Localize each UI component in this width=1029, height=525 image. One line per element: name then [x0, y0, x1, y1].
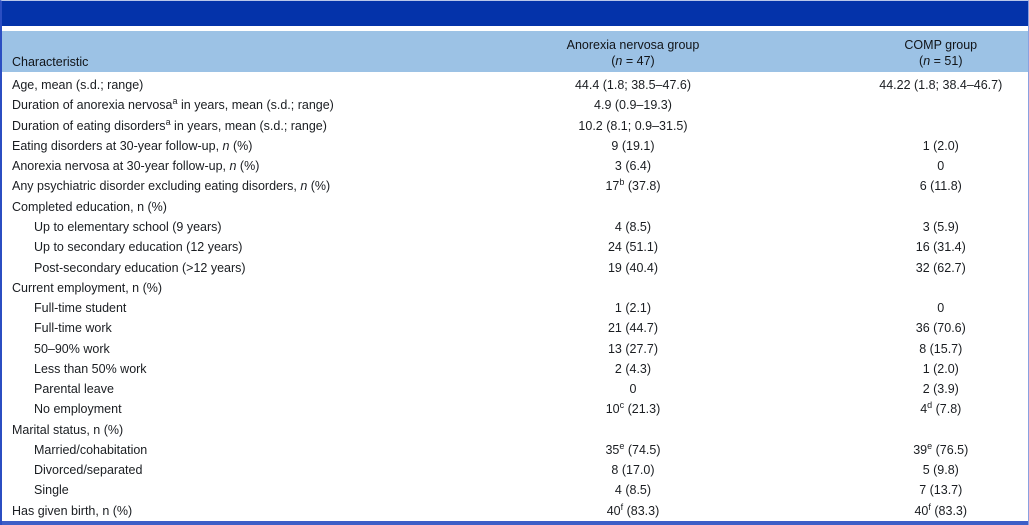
column-header-characteristic: Characteristic	[12, 55, 89, 69]
table-row: Age, mean (s.d.; range) 44.4 (1.8; 38.5–…	[2, 75, 1028, 95]
table-row: Single 4 (8.5) 7 (13.7)	[2, 480, 1028, 500]
row-label: No employment	[34, 402, 122, 417]
anorexia-group-value: 10c (21.3)	[605, 400, 661, 417]
anorexia-group-value: 13 (27.7)	[607, 341, 658, 356]
row-label: Parental leave	[34, 382, 114, 397]
table-row: Eating disorders at 30-year follow-up, n…	[2, 136, 1028, 156]
comp-group-value: 1 (2.0)	[922, 138, 959, 153]
anorexia-group-value: 19 (40.4)	[607, 260, 658, 275]
comp-group-n: (n = 51)	[919, 54, 963, 68]
comp-group-value: 6 (11.8)	[919, 179, 962, 194]
row-label: Duration of eating disordersa in years, …	[12, 116, 327, 133]
comp-group-value: 0	[937, 159, 945, 174]
comp-group-value: 2 (3.9)	[922, 382, 959, 397]
anorexia-group-title: Anorexia nervosa group	[566, 38, 700, 52]
anorexia-group-value: 1 (2.1)	[614, 301, 652, 316]
anorexia-group-value: 2 (4.3)	[614, 361, 652, 376]
anorexia-group-value: 4 (8.5)	[614, 483, 652, 498]
comp-group-value: 4d (7.8)	[920, 400, 962, 417]
table-row: Anorexia nervosa at 30-year follow-up, n…	[2, 156, 1028, 176]
comp-group-value: 40f (83.3)	[914, 501, 968, 518]
anorexia-group-value: 3 (6.4)	[614, 159, 652, 174]
comp-group-value: 3 (5.9)	[922, 219, 959, 234]
table-row: Less than 50% work 2 (4.3) 1 (2.0)	[2, 359, 1028, 379]
column-header-comp-group: COMP group (n = 51)	[854, 37, 1028, 69]
row-label: Has given birth, n (%)	[12, 503, 133, 518]
row-label: Anorexia nervosa at 30-year follow-up, n…	[12, 159, 260, 174]
table-row: 50–90% work 13 (27.7) 8 (15.7)	[2, 338, 1028, 358]
row-label: Full-time work	[34, 321, 112, 336]
row-label: Age, mean (s.d.; range)	[12, 78, 144, 93]
table-row: Duration of anorexia nervosaa in years, …	[2, 95, 1028, 115]
table-row: No employment 10c (21.3) 4d (7.8)	[2, 399, 1028, 419]
title-bar-gap	[2, 26, 1028, 31]
table-row: Current employment, n (%)	[2, 278, 1028, 298]
anorexia-group-value: 0	[629, 382, 637, 397]
anorexia-group-value: 17b (37.8)	[605, 177, 661, 194]
anorexia-group-value: 8 (17.0)	[611, 463, 655, 478]
comp-group-value: 32 (62.7)	[915, 260, 966, 275]
table-row: Parental leave 0 2 (3.9)	[2, 379, 1028, 399]
anorexia-group-value: 9 (19.1)	[611, 138, 655, 153]
bottom-rule	[2, 521, 1028, 525]
row-label: 50–90% work	[34, 341, 110, 356]
row-label: Current employment, n (%)	[12, 280, 163, 295]
anorexia-group-n: (n = 47)	[611, 54, 655, 68]
comp-group-value: 8 (15.7)	[919, 341, 963, 356]
header-body-gap	[2, 72, 1028, 75]
row-label: Married/cohabitation	[34, 442, 148, 457]
table-row: Married/cohabitation 35e (74.5) 39e (76.…	[2, 440, 1028, 460]
row-label: Completed education, n (%)	[12, 199, 167, 214]
column-header-anorexia-group: Anorexia nervosa group (n = 47)	[412, 37, 853, 69]
row-label: Any psychiatric disorder excluding eatin…	[12, 179, 331, 194]
row-label: Marital status, n (%)	[12, 422, 124, 437]
table-row: Duration of eating disordersa in years, …	[2, 116, 1028, 136]
row-label: Eating disorders at 30-year follow-up, n…	[12, 138, 253, 153]
comp-group-value: 1 (2.0)	[922, 361, 959, 376]
table-row: Any psychiatric disorder excluding eatin…	[2, 176, 1028, 196]
table-row: Full-time student 1 (2.1) 0	[2, 298, 1028, 318]
anorexia-group-value: 24 (51.1)	[607, 240, 658, 255]
row-label: Less than 50% work	[34, 361, 147, 376]
table-row: Divorced/separated 8 (17.0) 5 (9.8)	[2, 460, 1028, 480]
row-label: Post-secondary education (>12 years)	[34, 260, 246, 275]
row-label: Up to secondary education (12 years)	[34, 240, 243, 255]
table-row: Up to elementary school (9 years) 4 (8.5…	[2, 217, 1028, 237]
comp-group-value: 5 (9.8)	[922, 463, 959, 478]
row-label: Single	[34, 483, 69, 498]
comp-group-title: COMP group	[904, 38, 978, 52]
anorexia-group-value: 10.2 (8.1; 0.9–31.5)	[578, 118, 688, 133]
table-title-bar	[2, 1, 1028, 26]
anorexia-group-value: 21 (44.7)	[607, 321, 658, 336]
anorexia-group-value: 44.4 (1.8; 38.5–47.6)	[574, 78, 691, 93]
table-row: Up to secondary education (12 years) 24 …	[2, 237, 1028, 257]
table-row: Full-time work 21 (44.7) 36 (70.6)	[2, 318, 1028, 338]
table-body: Age, mean (s.d.; range) 44.4 (1.8; 38.5–…	[2, 75, 1028, 521]
row-label: Duration of anorexia nervosaa in years, …	[12, 96, 334, 113]
anorexia-group-value: 40f (83.3)	[606, 501, 660, 518]
row-label: Up to elementary school (9 years)	[34, 219, 222, 234]
row-label: Divorced/separated	[34, 463, 143, 478]
row-label: Full-time student	[34, 301, 127, 316]
anorexia-group-value: 35e (74.5)	[605, 440, 661, 457]
anorexia-group-value: 4 (8.5)	[614, 219, 652, 234]
comp-group-value: 39e (76.5)	[913, 440, 969, 457]
comp-group-value: 16 (31.4)	[915, 240, 966, 255]
anorexia-group-value: 4.9 (0.9–19.3)	[594, 98, 672, 113]
table-header-row: Characteristic Anorexia nervosa group (n…	[2, 31, 1028, 72]
table-row: Has given birth, n (%) 40f (83.3) 40f (8…	[2, 501, 1028, 521]
comp-group-value: 44.22 (1.8; 38.4–46.7)	[879, 78, 1003, 93]
table-row: Completed education, n (%)	[2, 197, 1028, 217]
comp-group-value: 0	[937, 301, 945, 316]
table-row: Marital status, n (%)	[2, 420, 1028, 440]
comp-group-value: 36 (70.6)	[915, 321, 966, 336]
comp-group-value: 7 (13.7)	[919, 483, 963, 498]
table-row: Post-secondary education (>12 years) 19 …	[2, 257, 1028, 277]
